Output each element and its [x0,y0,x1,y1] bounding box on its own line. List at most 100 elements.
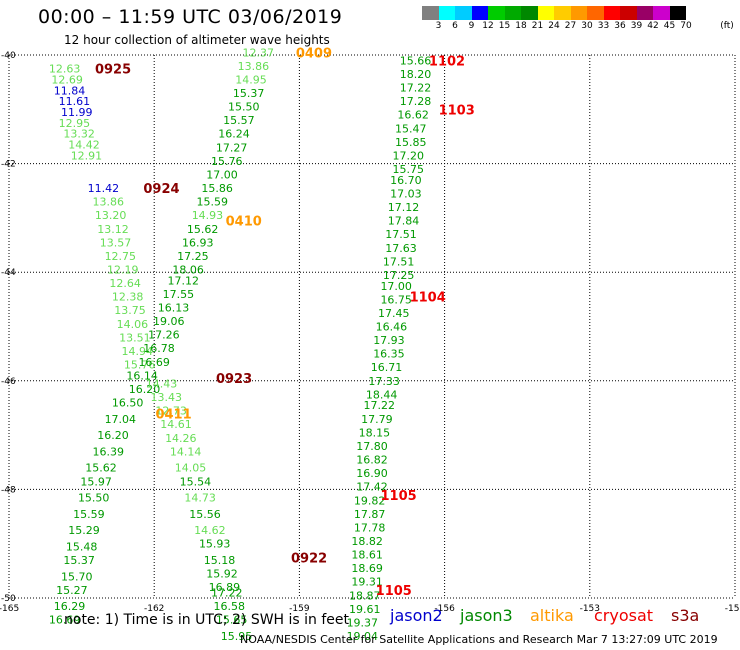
wave-height-value: 13.20 [95,209,127,222]
pass-time-label: 0923 [216,372,252,387]
colorbar-swatch [537,6,554,20]
wave-height-value: 16.69 [138,356,170,369]
lat-tick-label: -46 [1,377,16,387]
wave-height-value: 18.44 [366,388,398,401]
lat-tick-label: -42 [1,160,16,170]
legend-s3a: s3a [671,606,700,625]
lon-tick-label: -162 [144,604,164,614]
wave-height-value: 19.37 [347,616,379,629]
pass-time-label: 0924 [143,182,179,197]
wave-height-value: 15.50 [228,101,260,114]
colorbar-label: 39 [630,21,643,31]
wave-height-value: 13.86 [92,196,124,209]
wave-height-value: 17.25 [177,250,209,263]
wave-height-value: 16.13 [158,301,190,314]
colorbar-label: 3 [435,21,442,31]
colorbar-swatch [438,6,455,20]
wave-height-value: 17.00 [206,168,238,181]
wave-height-value: 16.35 [373,348,405,361]
wave-height-value: 12.37 [243,46,275,59]
wave-height-value: 16.89 [209,581,241,594]
colorbar-label: 9 [468,21,475,31]
colorbar-label: 30 [581,21,593,31]
colorbar-swatch [422,6,439,20]
wave-height-value: 14.14 [170,445,202,458]
wave-height-value: 15.76 [124,359,156,372]
colorbar-swatch [488,6,505,20]
pass-time-labels: 0925 0924 0923 0922 0409 0410 0411 1102 1103 1104… [95,46,475,599]
pass-time-label: 1105 [381,489,417,504]
colorbar-swatch [471,6,488,20]
wave-height-value: 17.22 [211,587,243,600]
wave-height-value: 14.73 [184,492,216,505]
wave-height-value: 16.62 [397,109,429,122]
lat-tick-label: -44 [1,268,16,278]
pass-time-label: 1104 [410,291,446,306]
wave-height-value: 18.69 [351,562,383,575]
wave-height-value: 19.31 [351,576,383,589]
wave-height-value: 16.93 [182,236,214,249]
colorbar-swatch [570,6,587,20]
wave-height-value: 16.70 [390,174,422,187]
wave-height-value: 16.58 [213,600,245,613]
lon-tick-label: -156 [434,604,455,614]
lat-tick-label: -50 [1,594,16,604]
colorbar-swatch [554,6,571,20]
colorbar-label: 18 [515,21,527,31]
wave-height-value: 16.46 [376,321,408,334]
wave-height-value: 13.43 [151,391,183,404]
wave-height-value: 17.03 [390,187,422,200]
pass-time-label: 0925 [95,63,131,78]
wave-height-value: 17.22 [400,82,432,95]
wave-height-value: 17.80 [356,440,388,453]
wave-height-value: 16.24 [218,128,250,141]
lon-tick-label: -165 [0,604,19,614]
wave-height-value: 12.95 [59,117,91,130]
wave-height-value: 15.59 [197,196,229,209]
colorbar-label: 33 [597,21,610,31]
wave-height-value: 15.18 [204,554,236,567]
wave-height-value: 16.29 [54,600,86,613]
wave-height-value: 17.12 [167,274,199,287]
wave-height-value: 18.15 [359,426,391,439]
map-subtitle: 12 hour collection of altimeter wave hei… [64,33,330,47]
colorbar-swatch [636,6,653,20]
wave-height-value: 17.22 [364,399,396,412]
wave-height-value: 14.61 [160,418,192,431]
lon-tick-label: -153 [580,604,600,614]
wave-height-value: 13.12 [97,223,129,236]
wave-height-value: 17.04 [105,413,137,426]
wave-height-value: 13.86 [238,60,270,73]
wave-height-value: 15.37 [233,87,265,100]
wave-height-value: 14.94 [122,345,154,358]
wave-height-value: 15.37 [63,554,95,567]
wave-height-value: 14.62 [194,524,226,537]
colorbar-label: 45 [663,21,676,31]
wave-height-value: 17.55 [163,288,195,301]
wave-height-value: 17.79 [361,413,393,426]
wave-height-value: 12.63 [49,63,81,76]
legend-jason3: jason3 [460,606,513,625]
colorbar-label: 36 [614,21,626,31]
wave-height-value: 19.06 [153,315,185,328]
wave-height-value: 15.29 [68,524,100,537]
wave-height-value: 12.91 [71,149,103,162]
wave-height-value: 16.50 [112,397,144,410]
pass-time-label: 0922 [291,551,327,566]
wave-height-value: 15.66 [400,54,432,67]
wave-height-value: 17.00 [380,280,412,293]
map-title: 00:00 – 11:59 UTC 03/06/2019 [38,6,343,28]
wave-height-value: 17.51 [383,255,415,268]
wave-height-value: 16.90 [356,467,388,480]
wave-height-value: 15.27 [56,584,88,597]
wave-height-value: 19.61 [349,603,381,616]
wave-height-value: 17.25 [383,269,415,282]
wave-height-value: 15.59 [73,508,105,521]
wave-height-value: 17.93 [373,334,405,347]
wave-height-value: 16.75 [380,293,412,306]
pass-time-label: 1103 [439,103,475,118]
wave-height-value: 16.20 [129,383,161,396]
wave-height-value: 17.33 [368,375,400,388]
wave-height-value: 12.19 [107,263,139,276]
